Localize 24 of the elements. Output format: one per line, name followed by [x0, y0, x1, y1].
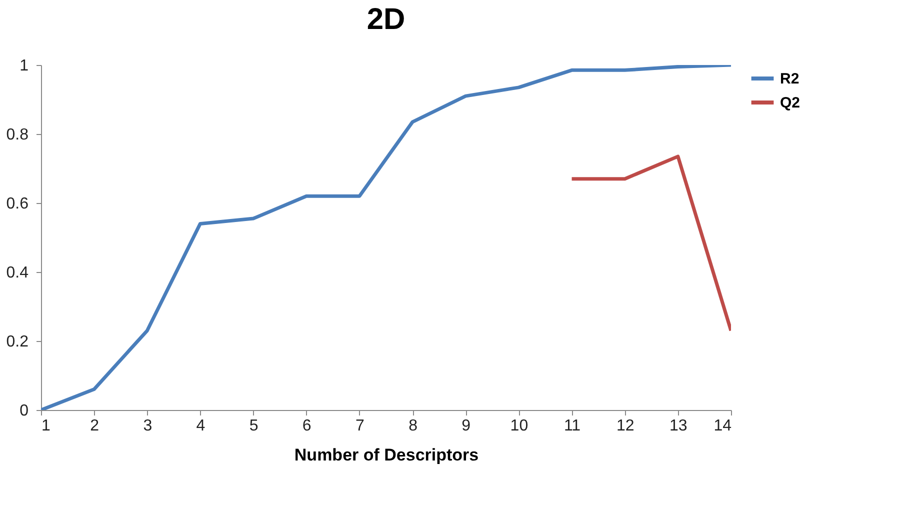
x-tick-label: 12 [616, 418, 634, 434]
y-tick-label: 0.6 [6, 196, 29, 212]
x-tick-label: 7 [356, 418, 365, 434]
x-tick-label: 6 [302, 418, 312, 434]
x-tick-label: 14 [714, 418, 732, 434]
x-tick-label: 10 [510, 418, 528, 434]
x-tick-label: 11 [564, 418, 581, 434]
x-tick-label: 9 [462, 418, 471, 434]
y-tick-label: 0.8 [6, 126, 29, 144]
x-tick-label: 5 [249, 418, 258, 434]
x-tick-label: 8 [408, 418, 418, 434]
x-tick-label: 4 [196, 418, 206, 434]
x-tick-label: 2 [90, 418, 100, 434]
y-tick-label: 0 [20, 402, 29, 420]
x-tick-label: 1 [42, 418, 50, 434]
chart-title: 2D [366, 3, 406, 36]
y-tick-label: 1 [20, 58, 29, 74]
y-tick-label: 0.2 [6, 334, 29, 350]
y-tick-label: 0.4 [6, 264, 29, 282]
legend-label: R2 [780, 70, 800, 88]
x-tick-label: 3 [143, 418, 152, 434]
x-axis-title: Number of Descriptors [294, 446, 479, 464]
x-tick-label: 13 [670, 418, 688, 434]
legend-label: Q2 [780, 94, 800, 112]
